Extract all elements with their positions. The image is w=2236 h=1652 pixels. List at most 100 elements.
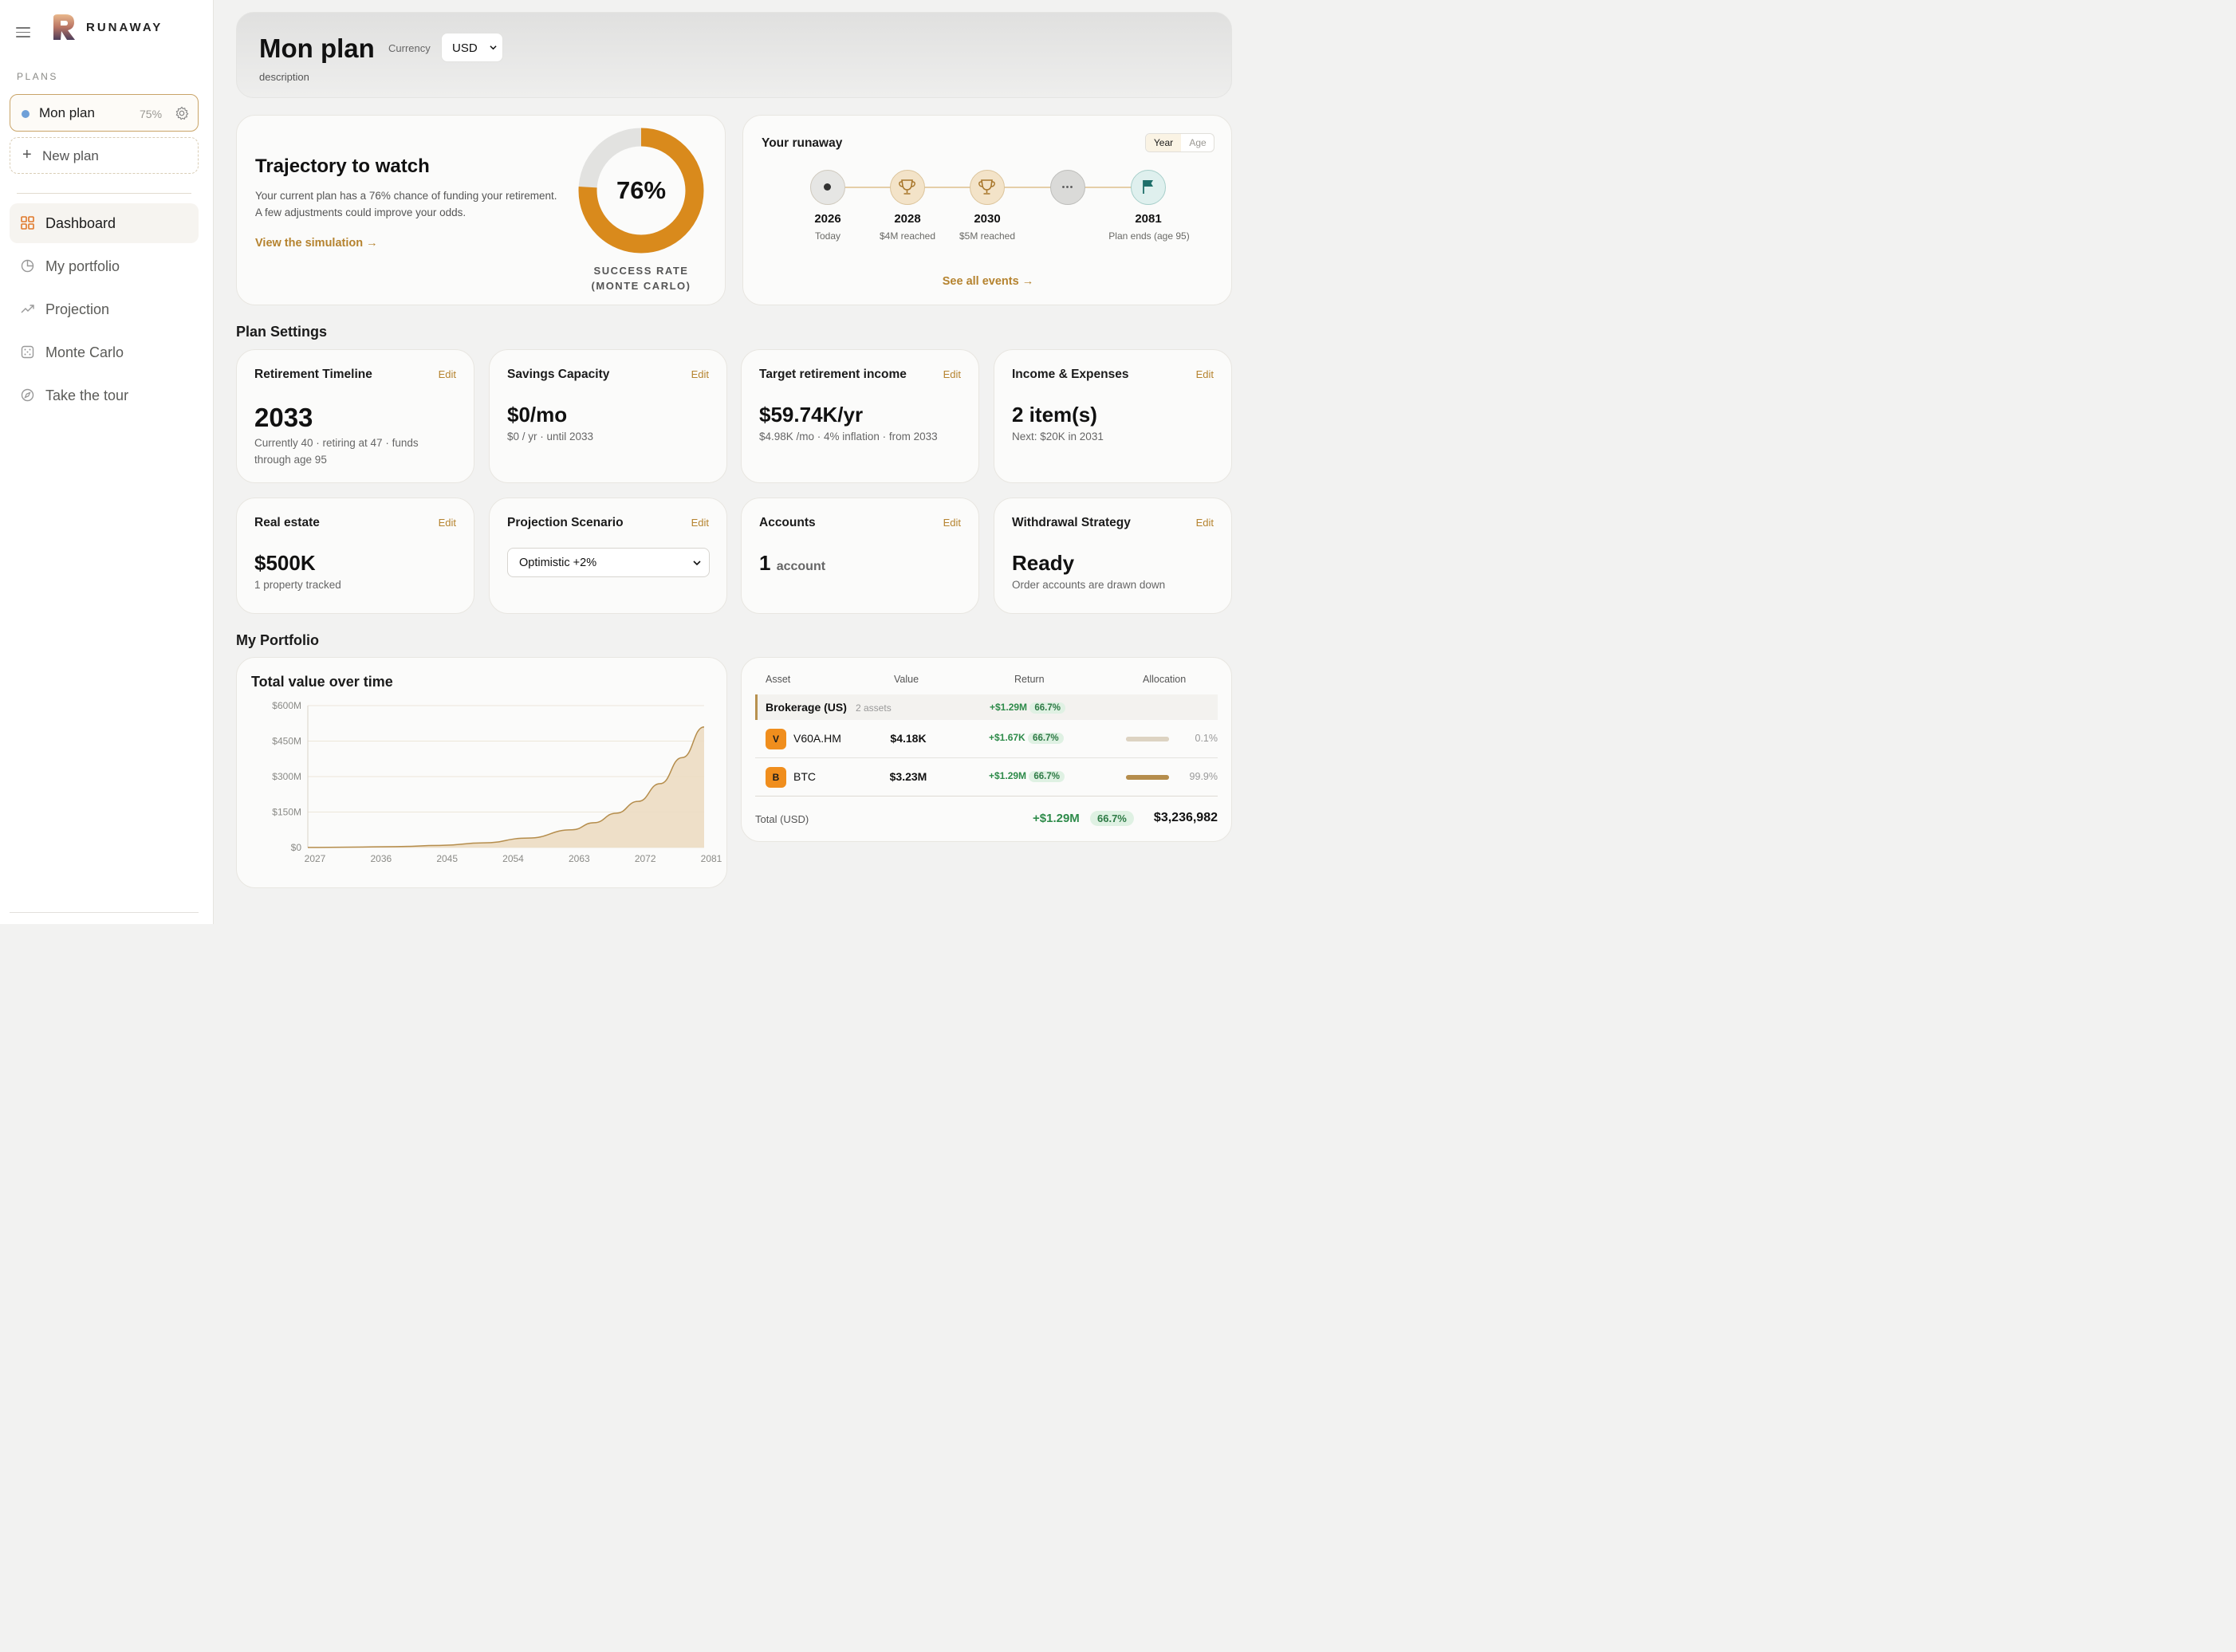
real-estate-edit-button[interactable]: Edit	[438, 517, 456, 529]
retirement-timeline-card: Retirement Timeline Edit 2033 Currently …	[236, 349, 474, 483]
timeline-label-today: Today	[814, 230, 841, 242]
allocation-bar-fill	[1126, 737, 1169, 741]
timeline-year-2081: 2081	[1135, 212, 1162, 226]
target-income-title: Target retirement income	[759, 368, 907, 381]
accounts-count-unit: account	[776, 560, 826, 573]
accounts-count-value: 1	[759, 551, 771, 575]
currency-value: USD	[452, 41, 478, 55]
withdrawal-strategy-title: Withdrawal Strategy	[1012, 516, 1131, 529]
group-return: +$1.29M 66.7%	[990, 702, 1065, 714]
y-tick-label: $450M	[272, 736, 301, 747]
nav-label-monte-carlo: Monte Carlo	[45, 344, 124, 360]
plan-percent: 75%	[140, 108, 163, 120]
timeline-node-5m[interactable]	[970, 170, 1005, 205]
total-return-badge: 66.7%	[1090, 811, 1134, 826]
income-edit-button[interactable]: Edit	[943, 368, 961, 380]
toggle-age[interactable]: Age	[1189, 137, 1207, 148]
table-row[interactable]: B BTC $3.23M +$1.29M 66.7% 99.9%	[755, 758, 1218, 796]
y-tick-label: $150M	[272, 807, 301, 818]
chevron-down-icon	[693, 560, 701, 566]
accounts-count: 1 account	[759, 551, 825, 576]
year-age-toggle[interactable]: Year Age	[1145, 133, 1214, 152]
y-tick-label: $600M	[272, 700, 301, 711]
nav-item-projection[interactable]: Projection	[10, 289, 199, 329]
withdrawal-strategy-value: Ready	[1012, 551, 1075, 575]
projection-scenario-title: Projection Scenario	[507, 516, 624, 529]
real-estate-card: Real estate Edit $500K 1 property tracke…	[236, 498, 474, 614]
income-expenses-value: 2 item(s)	[1012, 403, 1097, 427]
nav-item-monte-carlo[interactable]: Monte Carlo	[10, 332, 199, 372]
nav-label-take-the-tour: Take the tour	[45, 387, 129, 403]
plan-settings-title: Plan Settings	[236, 324, 328, 340]
savings-capacity-card: Savings Capacity Edit $0/mo $0 / yr · un…	[489, 349, 727, 483]
page-title: Mon plan	[259, 33, 375, 63]
table-row[interactable]: V V60A.HM $4.18K +$1.67K 66.7% 0.1%	[755, 720, 1218, 758]
savings-edit-button[interactable]: Edit	[691, 368, 709, 380]
timeline-label-plan-end: Plan ends (age 95)	[1108, 230, 1190, 242]
new-plan-label: New plan	[42, 148, 99, 163]
nav-item-my-portfolio[interactable]: My portfolio	[10, 246, 199, 286]
withdrawal-strategy-card: Withdrawal Strategy Edit Ready Order acc…	[994, 498, 1232, 614]
projection-scenario-value: Optimistic +2%	[519, 557, 597, 569]
allocation-bar	[1126, 775, 1169, 780]
col-header-allocation: Allocation	[1143, 674, 1187, 685]
accounts-edit-button[interactable]: Edit	[943, 517, 961, 529]
timeline-node-4m[interactable]	[890, 170, 925, 205]
col-header-asset: Asset	[766, 674, 791, 685]
target-income-value: $59.74K/yr	[759, 403, 864, 427]
savings-capacity-value: $0/mo	[507, 403, 568, 427]
asset-value: $4.18K	[890, 732, 927, 745]
projection-scenario-select[interactable]: Optimistic +2%	[507, 548, 710, 577]
success-rate-caption-line1: SUCCESS RATE	[593, 265, 689, 277]
timeline-year-2030: 2030	[974, 212, 1001, 226]
account-group-row[interactable]: Brokerage (US) 2 assets +$1.29M 66.7%	[755, 694, 1218, 720]
retirement-year-value: 2033	[254, 403, 313, 432]
nav-label-projection: Projection	[45, 301, 110, 317]
income-expenses-title: Income & Expenses	[1012, 368, 1129, 381]
retirement-edit-button[interactable]: Edit	[438, 368, 456, 380]
total-return: +$1.29M	[1033, 812, 1080, 825]
pie-chart-icon	[21, 259, 34, 273]
allocation-bar-fill	[1126, 775, 1169, 780]
income-expenses-sub: Next: $20K in 2031	[1012, 431, 1104, 442]
income-expenses-card: Income & Expenses Edit 2 item(s) Next: $…	[994, 349, 1232, 483]
group-return-badge: 66.7%	[1029, 702, 1065, 714]
nav-item-dashboard[interactable]: Dashboard	[10, 203, 199, 243]
projection-scenario-card: Projection Scenario Edit Optimistic +2%	[489, 498, 727, 614]
savings-capacity-title: Savings Capacity	[507, 368, 610, 381]
timeline-node-today[interactable]	[810, 170, 845, 205]
income-expenses-edit-button[interactable]: Edit	[1195, 368, 1214, 380]
x-tick-label: 2054	[502, 853, 524, 864]
nav-item-take-the-tour[interactable]: Take the tour	[10, 376, 199, 415]
compass-icon	[21, 388, 34, 402]
view-simulation-link[interactable]: View the simulation →	[255, 237, 378, 250]
success-rate-value: 76%	[616, 176, 667, 204]
timeline-label-5m: $5M reached	[959, 230, 1016, 242]
scenario-edit-button[interactable]: Edit	[691, 517, 709, 529]
withdrawal-edit-button[interactable]: Edit	[1195, 517, 1214, 529]
trajectory-card: Trajectory to watch Your current plan ha…	[236, 115, 726, 305]
timeline-node-plan-end[interactable]	[1131, 170, 1166, 205]
gear-icon[interactable]	[175, 106, 189, 120]
timeline-node-more[interactable]	[1050, 170, 1085, 205]
hamburger-menu-icon[interactable]	[16, 27, 30, 38]
total-label: Total (USD)	[755, 813, 809, 825]
new-plan-button[interactable]: + New plan	[10, 137, 199, 174]
dot-icon	[824, 183, 831, 191]
toggle-year[interactable]: Year	[1146, 134, 1181, 151]
y-tick-label: $300M	[272, 771, 301, 782]
savings-capacity-sub: $0 / yr · until 2033	[507, 431, 594, 442]
asset-return: +$1.67K 66.7%	[989, 732, 1064, 744]
see-all-events-link[interactable]: See all events →	[942, 275, 1034, 288]
x-tick-label: 2081	[701, 853, 722, 864]
currency-select[interactable]: USD	[441, 33, 503, 62]
x-tick-label: 2063	[569, 853, 590, 864]
plan-item-mon-plan[interactable]: Mon plan 75%	[10, 94, 199, 132]
total-value-chart: $0 $150M $300M $450M $600M 2027 2036 2045 2054 20…	[272, 700, 722, 864]
sidebar-bottom-divider	[10, 912, 199, 913]
real-estate-value: $500K	[254, 551, 316, 575]
col-header-value: Value	[894, 674, 919, 685]
asset-allocation: 0.1%	[1195, 733, 1218, 744]
nav-label-dashboard: Dashboard	[45, 215, 116, 231]
x-tick-label: 2027	[305, 853, 326, 864]
